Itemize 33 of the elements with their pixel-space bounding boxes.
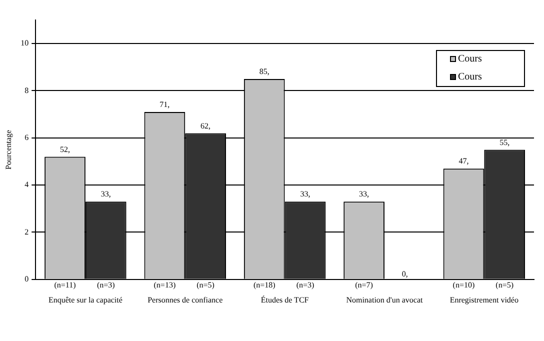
legend-label: Cours bbox=[458, 72, 482, 83]
text: (n=3) bbox=[296, 280, 314, 290]
annotation: 33, bbox=[100, 190, 111, 199]
y-tick-label: 6 bbox=[24, 133, 29, 142]
annotation: 62, bbox=[200, 121, 211, 130]
annotation: 33, bbox=[359, 190, 370, 199]
y-axis-title: Pourcentage bbox=[4, 129, 13, 170]
annotation: 71, bbox=[160, 100, 170, 110]
legend-label: Cours bbox=[458, 54, 482, 65]
text: (n=3) bbox=[96, 280, 116, 290]
y-tick-label: 2 bbox=[24, 227, 29, 236]
annotation: 33, bbox=[300, 190, 310, 199]
y-tick-label: 10 bbox=[20, 38, 29, 48]
annotation: 0, bbox=[402, 269, 408, 278]
y-tick-label: 4 bbox=[24, 180, 29, 190]
text: (n=5) bbox=[196, 280, 215, 290]
text: (n=5) bbox=[496, 280, 514, 290]
text: (n=7) bbox=[355, 280, 374, 290]
x-tick-label: Enquête sur la capacité bbox=[48, 295, 123, 304]
x-tick-label: Personnes de confiance bbox=[148, 295, 224, 304]
annotation: 85, bbox=[259, 67, 270, 76]
annotation: 52, bbox=[60, 144, 70, 154]
x-tick-label: Nomination d'un avocat bbox=[346, 295, 424, 304]
x-tick-label: Enregistrement vidéo bbox=[450, 295, 518, 304]
annotation: 47, bbox=[458, 156, 469, 166]
y-tick-label: 0 bbox=[24, 274, 29, 284]
text: (n=11) bbox=[54, 280, 76, 290]
text: (n=13) bbox=[154, 280, 176, 290]
y-tick-label: 8 bbox=[24, 86, 29, 95]
x-tick-label: Études de TCF bbox=[260, 295, 310, 304]
annotation: 55, bbox=[500, 138, 510, 147]
text: (n=10) bbox=[452, 280, 475, 290]
text: (n=18) bbox=[253, 280, 276, 290]
